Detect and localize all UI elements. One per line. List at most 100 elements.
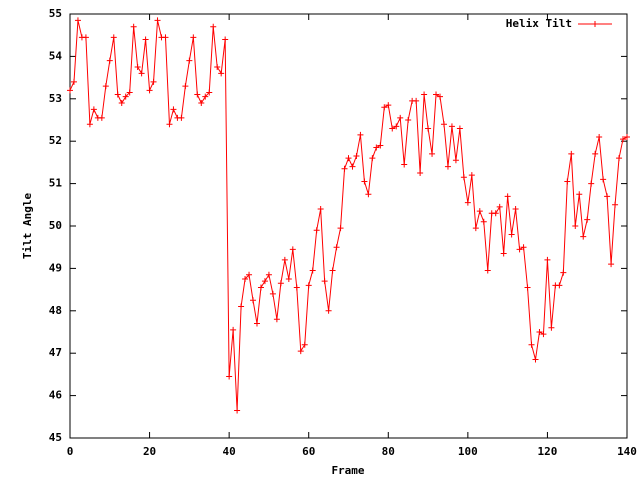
point — [114, 91, 121, 98]
point — [234, 407, 241, 414]
point — [548, 324, 555, 331]
point — [397, 114, 404, 121]
x-tick-label: 40 — [223, 445, 236, 458]
point — [616, 155, 623, 162]
x-tick-label: 140 — [617, 445, 637, 458]
point — [301, 341, 308, 348]
point — [421, 91, 428, 98]
point — [373, 144, 380, 151]
y-tick-label: 46 — [49, 389, 63, 402]
legend-swatch — [592, 21, 598, 27]
point — [321, 278, 328, 285]
point — [468, 172, 475, 179]
point — [210, 23, 217, 30]
point — [285, 276, 292, 282]
legend-label: Helix Tilt — [506, 17, 572, 30]
y-tick-label: 55 — [49, 7, 62, 20]
point — [560, 269, 567, 276]
point — [305, 282, 312, 289]
y-tick-label: 53 — [49, 92, 62, 105]
point — [98, 114, 105, 121]
point — [620, 136, 627, 143]
point — [496, 203, 503, 210]
point — [138, 70, 145, 77]
point — [437, 93, 444, 100]
point — [624, 133, 630, 140]
point — [317, 206, 324, 213]
point — [417, 170, 424, 176]
point — [226, 373, 233, 380]
point — [516, 246, 523, 253]
point — [246, 271, 253, 278]
point — [576, 191, 583, 198]
point — [460, 174, 467, 181]
point — [90, 106, 97, 113]
point — [508, 231, 515, 238]
x-tick-label: 120 — [537, 445, 557, 458]
point — [452, 157, 459, 164]
point — [257, 284, 264, 291]
point — [313, 227, 320, 234]
point — [604, 193, 611, 200]
point — [556, 282, 563, 289]
point — [337, 225, 344, 232]
point — [150, 78, 157, 85]
point — [413, 97, 420, 104]
x-tick-label: 60 — [302, 445, 315, 458]
point — [186, 57, 193, 64]
point — [584, 216, 591, 223]
x-axis-label: Frame — [331, 464, 364, 477]
point — [524, 284, 531, 291]
point — [230, 326, 237, 333]
point — [281, 256, 288, 263]
point — [198, 100, 205, 107]
point — [361, 178, 368, 185]
y-tick-label: 51 — [49, 177, 63, 190]
point — [222, 36, 229, 43]
point — [182, 83, 189, 90]
point — [178, 114, 185, 121]
point — [86, 121, 93, 128]
x-tick-label: 80 — [382, 445, 395, 458]
point — [134, 64, 141, 70]
point — [238, 303, 245, 310]
point — [102, 83, 109, 90]
point — [564, 178, 571, 185]
point — [118, 100, 125, 107]
point — [433, 91, 440, 98]
y-tick-label: 54 — [49, 49, 63, 62]
point — [154, 17, 161, 24]
point — [608, 261, 615, 268]
point — [456, 125, 463, 132]
point — [429, 150, 436, 157]
point — [242, 276, 249, 282]
point — [289, 246, 296, 253]
point — [166, 121, 173, 128]
point — [381, 104, 388, 111]
point — [365, 191, 372, 198]
point — [142, 36, 149, 43]
point — [472, 225, 479, 232]
point — [74, 17, 81, 24]
point — [592, 150, 599, 157]
point — [349, 163, 356, 170]
y-tick-label: 49 — [49, 261, 62, 274]
point — [265, 271, 272, 278]
point — [389, 125, 396, 132]
point — [520, 244, 527, 251]
point — [596, 133, 603, 140]
point — [253, 320, 260, 327]
point — [250, 297, 257, 304]
point — [369, 155, 376, 162]
point — [492, 210, 499, 217]
point — [130, 23, 137, 30]
point — [106, 57, 113, 64]
point — [67, 87, 73, 94]
point — [484, 267, 491, 274]
point — [353, 153, 360, 160]
point — [500, 250, 507, 257]
point — [269, 290, 276, 297]
point — [532, 356, 539, 363]
point — [122, 93, 129, 100]
point — [540, 331, 547, 338]
